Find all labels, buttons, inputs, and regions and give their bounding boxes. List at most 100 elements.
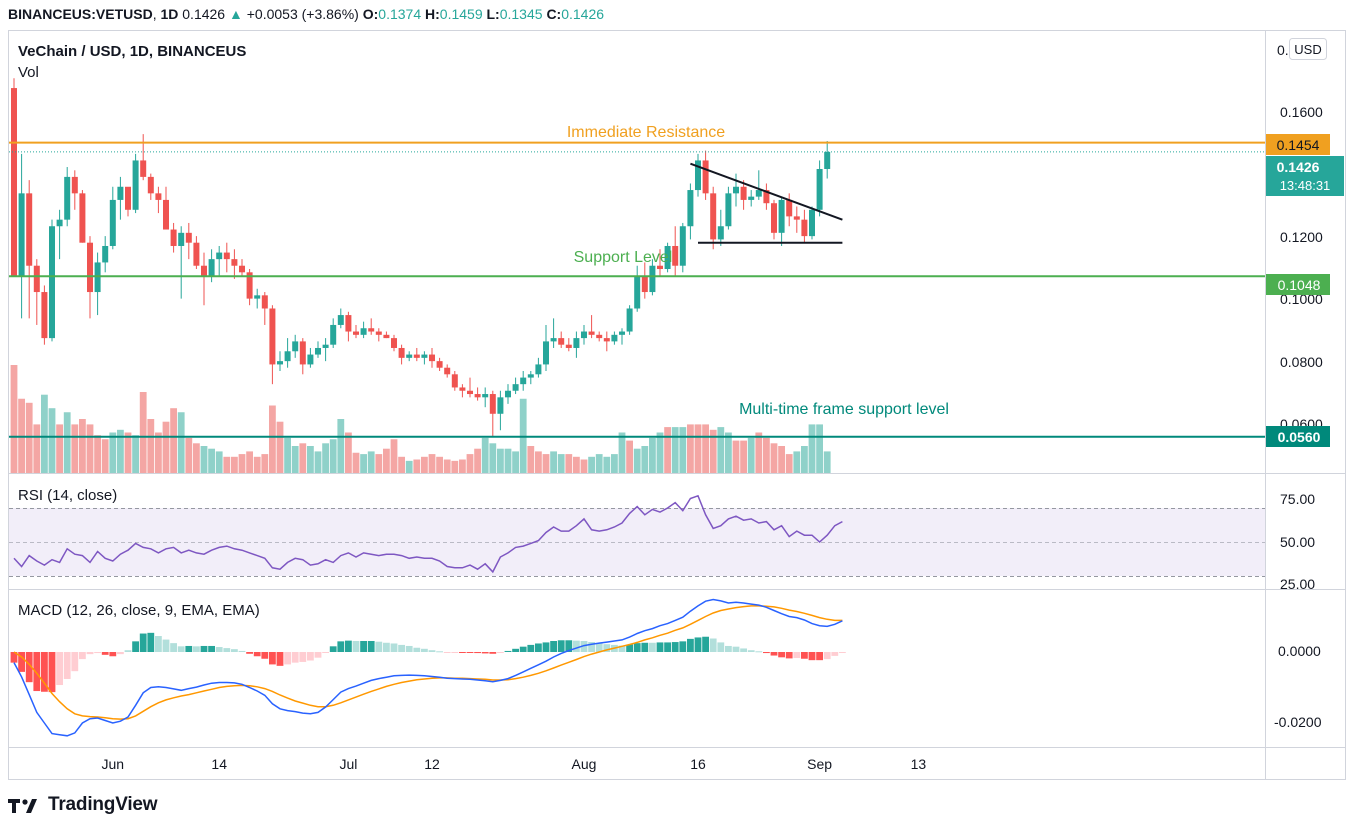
macd-histogram-bar	[595, 643, 603, 652]
volume-bar	[322, 443, 329, 473]
descending-trendline[interactable]	[690, 162, 843, 221]
candle-body	[429, 354, 435, 362]
candle-body	[140, 160, 147, 177]
volume-bar	[816, 424, 823, 473]
volume-label: Vol	[18, 64, 39, 81]
candle-body	[277, 361, 283, 365]
candle-body	[375, 331, 382, 335]
candle-body	[239, 265, 245, 273]
tradingview-wordmark: TradingView	[48, 794, 158, 815]
macd-histogram-bar	[679, 641, 687, 652]
candle-body	[79, 193, 86, 243]
chart-title: VeChain / USD, 1D, BINANCEUS	[18, 43, 246, 60]
volume-bar	[421, 456, 428, 473]
volume-bar	[307, 446, 314, 473]
candle-body	[436, 361, 443, 368]
candle-body	[527, 374, 534, 378]
open-value: 0.1374	[378, 6, 422, 22]
macd-histogram-bar	[763, 652, 770, 654]
support-price-badge	[1266, 274, 1330, 295]
volume-bar	[770, 443, 778, 473]
volume-bar	[504, 448, 512, 473]
last-price: 0.1426	[182, 6, 226, 22]
volume-bar	[238, 454, 246, 473]
chart-frame	[8, 30, 1346, 780]
candle-body	[337, 315, 344, 325]
candle-body	[482, 394, 489, 398]
volume-bar	[269, 405, 276, 473]
support-price: 0.1048	[1278, 277, 1321, 293]
candle-body	[755, 190, 762, 197]
volume-bar	[542, 454, 550, 473]
candle-body	[771, 203, 777, 233]
candle-body	[193, 242, 200, 266]
volume-bar	[398, 456, 405, 473]
low-value: 0.1345	[499, 6, 543, 22]
volume-bar	[155, 432, 162, 473]
candle-body	[809, 209, 815, 237]
candle-body	[292, 341, 299, 352]
macd-histogram-bar	[839, 652, 846, 653]
volume-bar	[717, 427, 725, 473]
macd-histogram-bar	[535, 643, 542, 652]
macd-histogram-bar	[823, 652, 831, 660]
candle-body	[459, 387, 466, 391]
macd-histogram-bar	[253, 652, 261, 657]
volume-bar	[337, 419, 345, 473]
currency-button[interactable]: USD	[1289, 38, 1327, 60]
time-axis[interactable]: Jun 14 Jul 12 Aug 16 Sep 13	[102, 756, 927, 772]
volume-bar	[687, 424, 694, 473]
candle-body	[641, 275, 648, 293]
volume-bar	[459, 459, 466, 473]
macd-histogram-bar	[633, 643, 641, 652]
macd-histogram-bar	[155, 636, 162, 652]
macd-histogram-bar	[808, 652, 816, 661]
macd-histogram-bar	[269, 652, 276, 665]
candle-body	[497, 397, 504, 414]
volume-bar	[527, 446, 535, 473]
macd-tick: -0.0200	[1274, 714, 1322, 730]
volume-bar	[481, 437, 489, 473]
volume-bar	[641, 446, 649, 473]
candle-body	[33, 265, 40, 293]
time-axis-label: Aug	[572, 756, 597, 772]
volume-bar	[208, 448, 215, 473]
candle-body	[383, 334, 390, 339]
candle-body	[748, 196, 755, 200]
chart-canvas[interactable]: Immediate Resistance Support Level Multi…	[0, 0, 1359, 790]
volume-bar	[41, 394, 48, 473]
time-axis-label: 14	[211, 756, 227, 772]
volume-bar	[231, 456, 238, 473]
macd-histogram-bar	[474, 652, 481, 654]
volume-bar	[276, 421, 284, 473]
candle-body	[49, 226, 55, 339]
macd-histogram-bar	[831, 652, 839, 656]
volume-bar	[428, 454, 436, 473]
resistance-annotation: Immediate Resistance	[567, 124, 725, 141]
macd-histogram-bar	[709, 638, 717, 652]
candle-body	[368, 328, 375, 332]
symbol-name[interactable]: BINANCEUS:VETUSD	[8, 6, 153, 22]
macd-histogram-bar	[193, 646, 200, 652]
macd-histogram-bar	[200, 645, 208, 652]
macd-histogram-bar	[383, 642, 390, 652]
macd-histogram-bar	[793, 652, 801, 659]
macd-histogram-bar	[603, 644, 611, 652]
macd-histogram-bar	[565, 640, 573, 652]
volume-bar	[512, 451, 519, 473]
candle-body	[816, 168, 823, 210]
volume-bar	[755, 432, 763, 473]
volume-bar	[383, 448, 390, 473]
volume-bar	[626, 440, 633, 473]
candle-body	[710, 193, 717, 240]
candle-body	[132, 160, 139, 210]
candle-body	[170, 229, 177, 246]
macd-histogram-bar	[671, 642, 679, 652]
interval-label[interactable]: 1D	[160, 6, 179, 22]
candle-body	[596, 334, 603, 339]
volume-bar	[246, 451, 253, 473]
candle-body	[672, 245, 679, 266]
candle-body	[147, 176, 154, 194]
candle-body	[634, 275, 641, 309]
candle-body	[573, 338, 580, 348]
